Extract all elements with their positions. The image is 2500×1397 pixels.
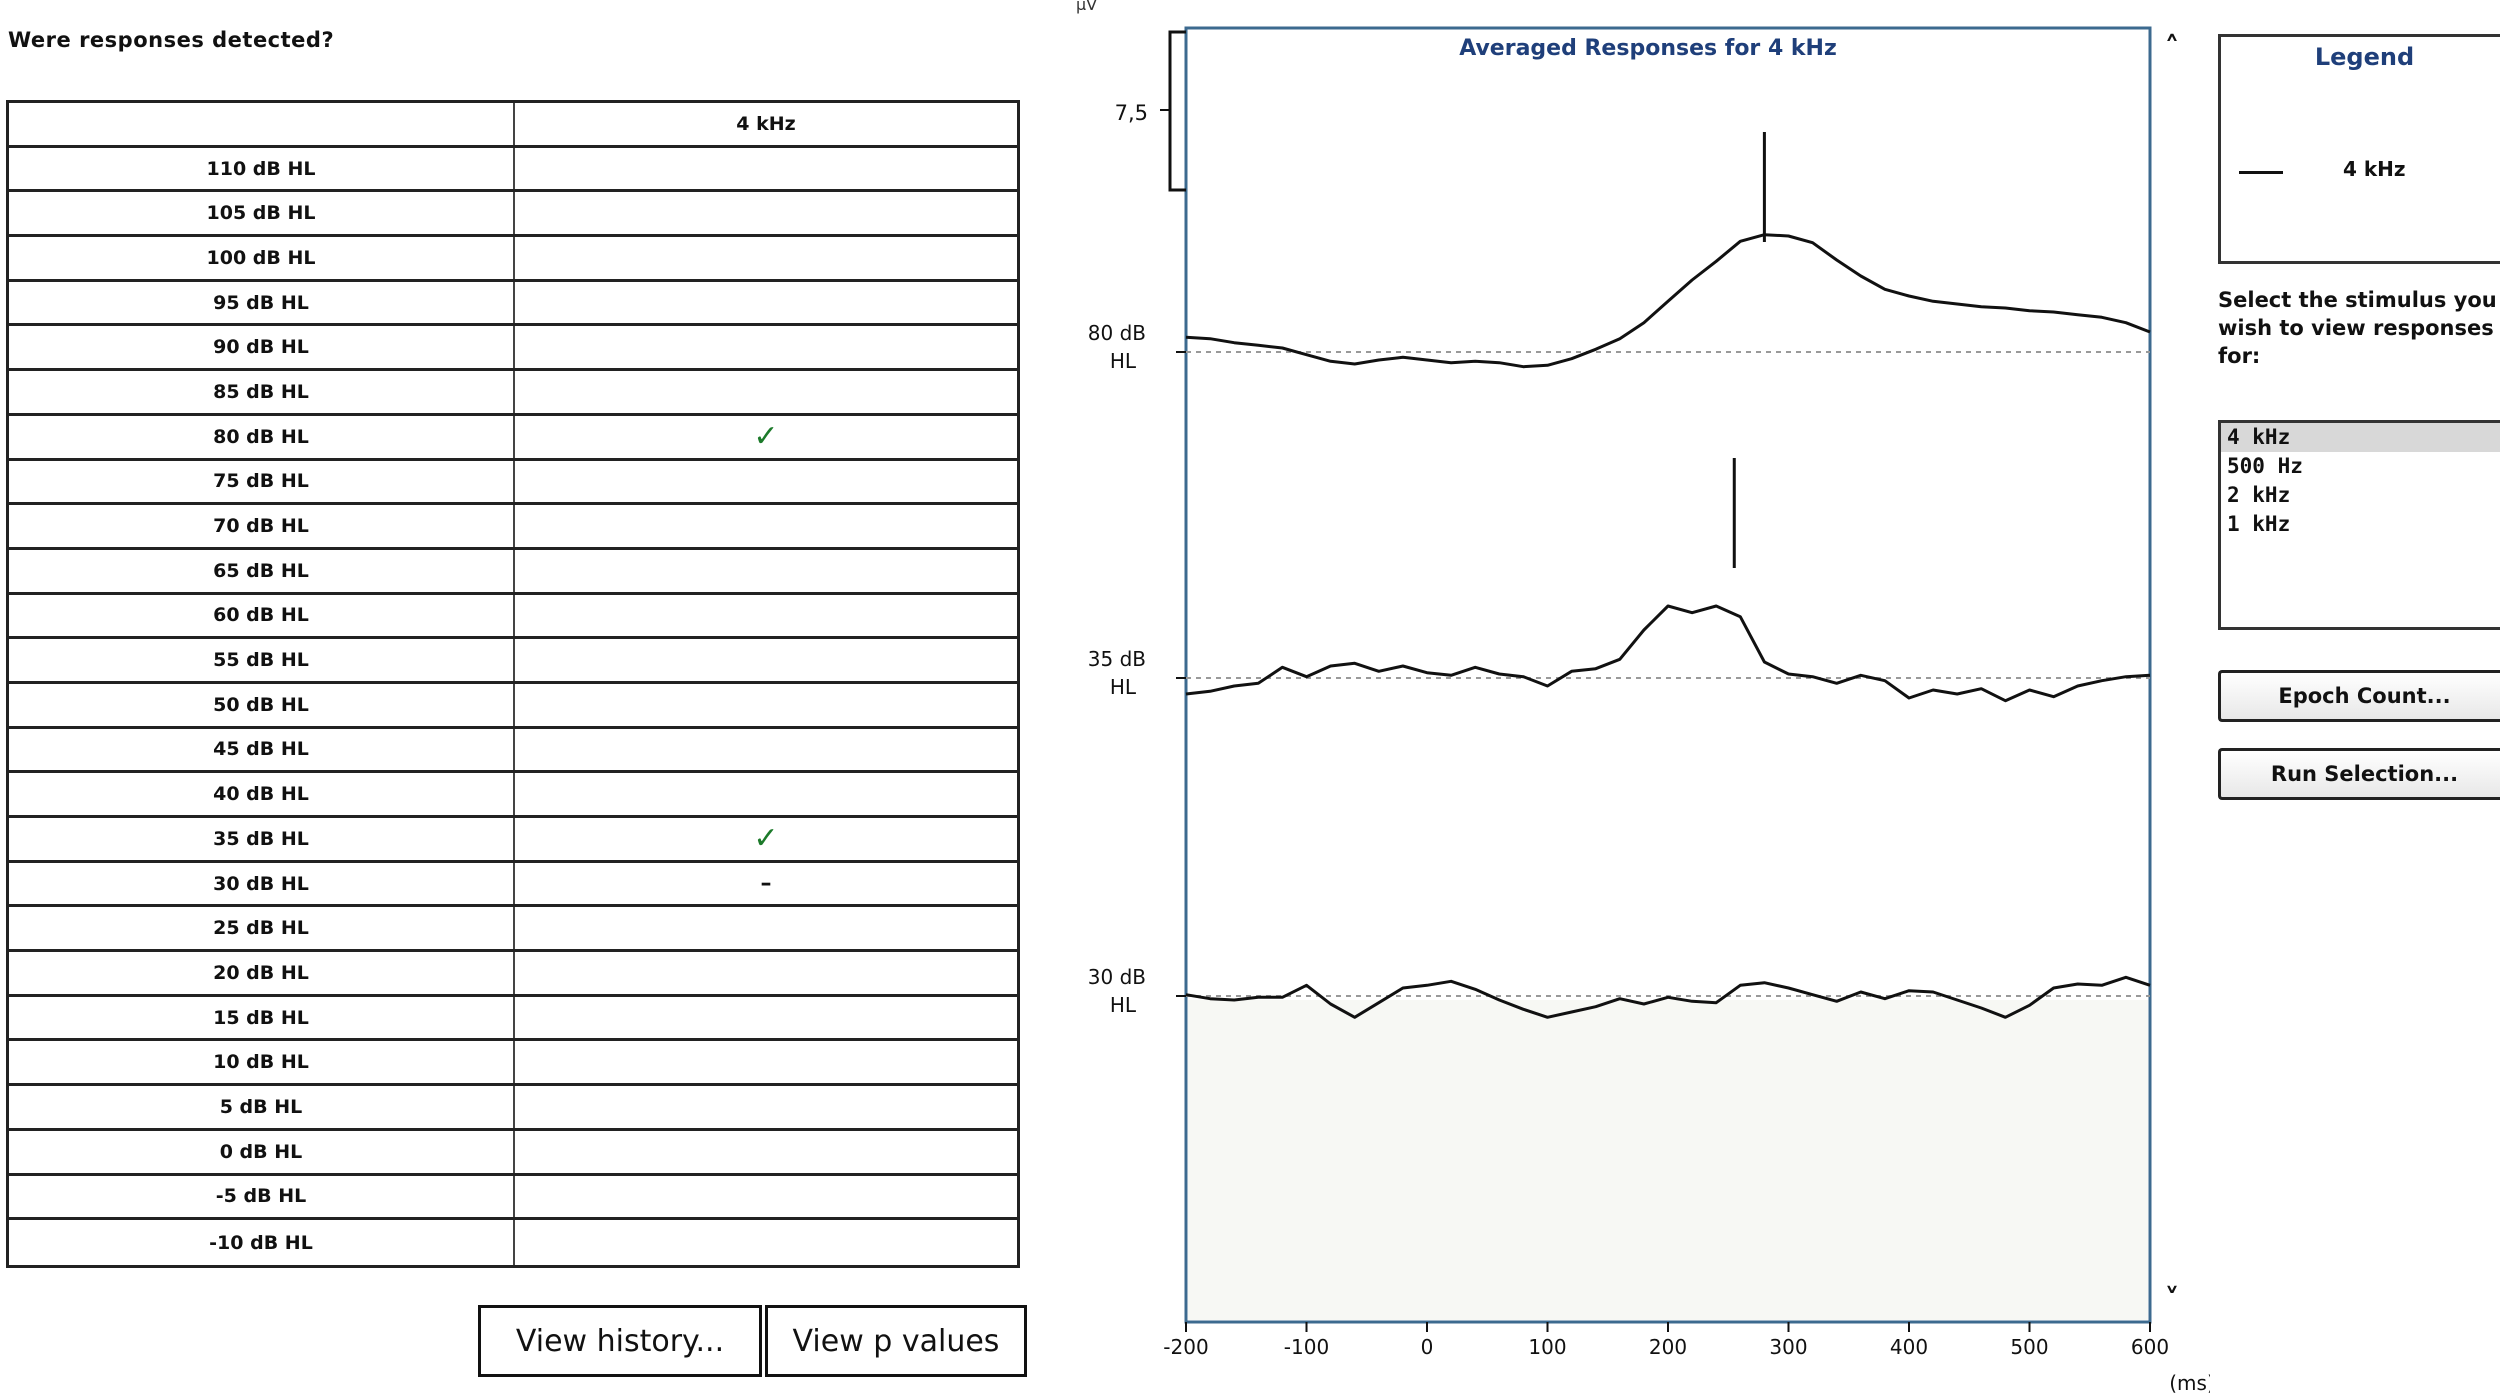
level-cell: 60 dB HL xyxy=(9,594,515,637)
table-row[interactable]: 35 dB HL ✓ xyxy=(9,818,1017,863)
response-trace-2 xyxy=(1185,975,2151,1019)
x-tick-label: 100 xyxy=(1528,1335,1566,1359)
level-cell: 95 dB HL xyxy=(9,281,515,324)
x-tick-label: 300 xyxy=(1769,1335,1807,1359)
trace-label-line2-2: HL xyxy=(1110,993,1137,1017)
stimulus-option[interactable]: 500 Hz xyxy=(2227,454,2303,478)
table-row[interactable]: 95 dB HL xyxy=(9,281,1017,327)
x-tick-label: 400 xyxy=(1890,1335,1928,1359)
level-cell: -5 dB HL xyxy=(9,1175,515,1218)
responses-question: Were responses detected? xyxy=(8,28,335,52)
table-row[interactable]: 50 dB HL xyxy=(9,683,1017,729)
y-unit-label: µV xyxy=(1076,0,1097,14)
level-cell: 90 dB HL xyxy=(9,326,515,369)
level-cell: 65 dB HL xyxy=(9,549,515,592)
table-row[interactable]: 75 dB HL xyxy=(9,460,1017,506)
level-cell: 40 dB HL xyxy=(9,773,515,815)
level-cell: 25 dB HL xyxy=(9,907,515,950)
level-cell: 0 dB HL xyxy=(9,1130,515,1173)
level-cell: 35 dB HL xyxy=(9,818,515,860)
epoch-count-button[interactable]: Epoch Count... xyxy=(2218,670,2500,722)
legend-title: Legend xyxy=(2314,43,2415,71)
scroll-up-arrow-icon[interactable]: ˄ xyxy=(2165,31,2180,66)
x-tick-label: -100 xyxy=(1284,1335,1329,1359)
table-row[interactable]: 80 dB HL ✓ xyxy=(9,415,1017,461)
table-row[interactable]: -10 dB HL xyxy=(9,1220,1017,1265)
level-cell: 85 dB HL xyxy=(9,371,515,413)
trace-label-line1-1: 35 dB xyxy=(1088,647,1146,671)
stimulus-option[interactable]: 2 kHz xyxy=(2227,483,2291,507)
trace-label-line1-0: 80 dB xyxy=(1088,321,1146,345)
level-cell: 30 dB HL xyxy=(9,862,515,905)
x-tick-label: 0 xyxy=(1421,1335,1434,1359)
scale-bar xyxy=(1168,30,1186,192)
table-row[interactable]: 25 dB HL xyxy=(9,907,1017,953)
stimulus-option[interactable]: 4 kHz xyxy=(2221,423,2500,452)
header-frequency-cell: 4 kHz xyxy=(736,112,796,135)
stimulus-select-prompt: Select the stimulus you wish to view res… xyxy=(2218,288,2497,368)
table-row[interactable]: 65 dB HL xyxy=(9,549,1017,595)
table-row[interactable]: 10 dB HL xyxy=(9,1041,1017,1087)
level-cell: 110 dB HL xyxy=(9,147,515,190)
x-tick-label: -200 xyxy=(1163,1335,1208,1359)
response-trace-1 xyxy=(1185,604,2151,703)
table-row[interactable]: 30 dB HL – xyxy=(9,862,1017,908)
level-cell: 75 dB HL xyxy=(9,460,515,503)
plot-shaded-region xyxy=(1188,1000,2148,1320)
response-mark-cell[interactable]: ✓ xyxy=(753,821,779,857)
trace-label-line2-0: HL xyxy=(1110,349,1137,373)
stimulus-option[interactable]: 1 kHz xyxy=(2227,512,2291,536)
table-row[interactable]: 90 dB HL xyxy=(9,326,1017,372)
view-p-values-button[interactable]: View p values xyxy=(765,1305,1027,1377)
table-row[interactable]: 15 dB HL xyxy=(9,996,1017,1042)
table-row[interactable]: 85 dB HL xyxy=(9,371,1017,416)
level-cell: 100 dB HL xyxy=(9,237,515,279)
trace-label-line2-1: HL xyxy=(1110,675,1137,699)
legend-line-swatch xyxy=(2239,171,2283,174)
legend-item-label: 4 kHz xyxy=(2343,157,2406,181)
legend-panel: Legend 4 kHz xyxy=(2218,34,2500,264)
level-cell: 70 dB HL xyxy=(9,505,515,547)
scale-bar-label: 7,5 xyxy=(1115,101,1148,125)
response-mark-cell[interactable]: ✓ xyxy=(753,419,779,455)
view-history-button[interactable]: View history... xyxy=(478,1305,762,1377)
table-row[interactable]: 110 dB HL xyxy=(9,147,1017,193)
response-mark-cell[interactable]: – xyxy=(760,871,772,897)
level-cell: 80 dB HL xyxy=(9,415,515,458)
x-axis-label: (ms) xyxy=(2169,1371,2210,1395)
table-row[interactable]: 70 dB HL xyxy=(9,505,1017,550)
table-row[interactable]: 105 dB HL xyxy=(9,192,1017,238)
table-row[interactable]: 40 dB HL xyxy=(9,773,1017,818)
response-trace-0 xyxy=(1185,233,2151,369)
x-tick-label: 200 xyxy=(1649,1335,1687,1359)
level-cell: 45 dB HL xyxy=(9,728,515,771)
level-cell: 15 dB HL xyxy=(9,996,515,1039)
table-row[interactable]: 60 dB HL xyxy=(9,594,1017,640)
responses-table: 4 kHz 110 dB HL 105 dB HL 100 dB HL 95 dB HL… xyxy=(6,100,1020,1268)
level-cell: 50 dB HL xyxy=(9,683,515,726)
x-tick-label: 600 xyxy=(2131,1335,2169,1359)
run-selection-button[interactable]: Run Selection... xyxy=(2218,748,2500,800)
table-header-row: 4 kHz xyxy=(9,103,1017,148)
table-row[interactable]: 5 dB HL xyxy=(9,1086,1017,1131)
level-cell: 20 dB HL xyxy=(9,952,515,994)
level-cell: 10 dB HL xyxy=(9,1041,515,1084)
level-cell: 5 dB HL xyxy=(9,1086,515,1128)
trace-label-line1-2: 30 dB xyxy=(1088,965,1146,989)
table-row[interactable]: 55 dB HL xyxy=(9,639,1017,684)
table-row[interactable]: -5 dB HL xyxy=(9,1175,1017,1221)
level-cell: 105 dB HL xyxy=(9,192,515,235)
table-row[interactable]: 45 dB HL xyxy=(9,728,1017,774)
stimulus-listbox[interactable]: 4 kHz 500 Hz 2 kHz 1 kHz xyxy=(2218,420,2500,630)
x-tick-label: 500 xyxy=(2010,1335,2048,1359)
header-level-cell xyxy=(9,103,515,145)
scroll-down-arrow-icon[interactable]: ˅ xyxy=(2165,1283,2180,1318)
table-row[interactable]: 0 dB HL xyxy=(9,1130,1017,1176)
level-cell: -10 dB HL xyxy=(9,1220,515,1265)
level-cell: 55 dB HL xyxy=(9,639,515,681)
averaged-responses-chart: Averaged Responses for 4 kHz µV 7,5 80 dB HL… xyxy=(1076,0,2210,1395)
table-row[interactable]: 20 dB HL xyxy=(9,952,1017,997)
table-row[interactable]: 100 dB HL xyxy=(9,237,1017,282)
chart-title: Averaged Responses for 4 kHz xyxy=(1459,36,1837,61)
